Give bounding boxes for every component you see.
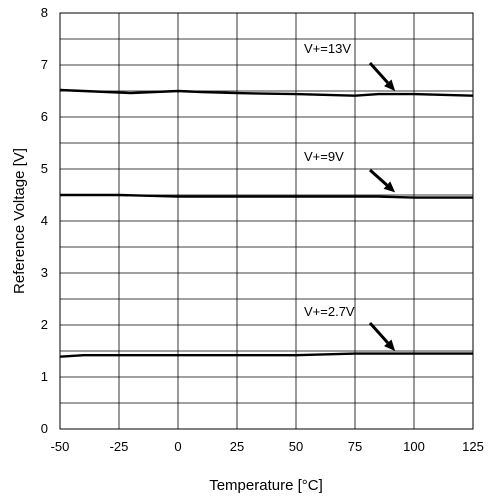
- x-tick-label: 125: [462, 439, 484, 454]
- series-layer: [59, 88, 474, 358]
- y-axis-label: Reference Voltage [V]: [11, 148, 28, 294]
- x-tick-label: 100: [403, 439, 425, 454]
- x-tick-label: -50: [51, 439, 70, 454]
- grid: [59, 12, 474, 430]
- annotation-2-7v: V+=2.7V: [304, 304, 355, 319]
- x-tick-label: -25: [110, 439, 129, 454]
- x-tick-label: 0: [174, 439, 181, 454]
- y-tick-label: 8: [41, 5, 48, 20]
- y-tick-label: 2: [41, 317, 48, 332]
- y-tick-label: 0: [41, 421, 48, 436]
- x-tick-label: 50: [289, 439, 303, 454]
- y-tick-label: 3: [41, 265, 48, 280]
- series-line-2: [59, 352, 473, 358]
- annotation-13v: V+=13V: [304, 41, 351, 56]
- x-axis-label: Temperature [°C]: [209, 477, 323, 494]
- y-tick-label: 7: [41, 57, 48, 72]
- x-tick-label: 75: [348, 439, 362, 454]
- annotation-9v: V+=9V: [304, 149, 344, 164]
- y-tick-label: 1: [41, 369, 48, 384]
- x-tick-label: 25: [230, 439, 244, 454]
- y-tick-label: 4: [41, 213, 48, 228]
- y-tick-labels: 0 1 2 3 4 5 6 7 8: [41, 5, 48, 436]
- plot-frame: [59, 12, 474, 430]
- y-tick-label: 6: [41, 109, 48, 124]
- x-tick-labels: -50 -25 0 25 50 75 100 125: [51, 439, 484, 454]
- arrow-13v: [368, 61, 396, 91]
- annotation-arrows: [368, 61, 396, 351]
- arrow-9v: [369, 168, 396, 193]
- y-tick-label: 5: [41, 161, 48, 176]
- arrow-2-7v: [368, 321, 396, 351]
- series-line-0: [59, 88, 474, 97]
- series-line-1: [60, 193, 473, 199]
